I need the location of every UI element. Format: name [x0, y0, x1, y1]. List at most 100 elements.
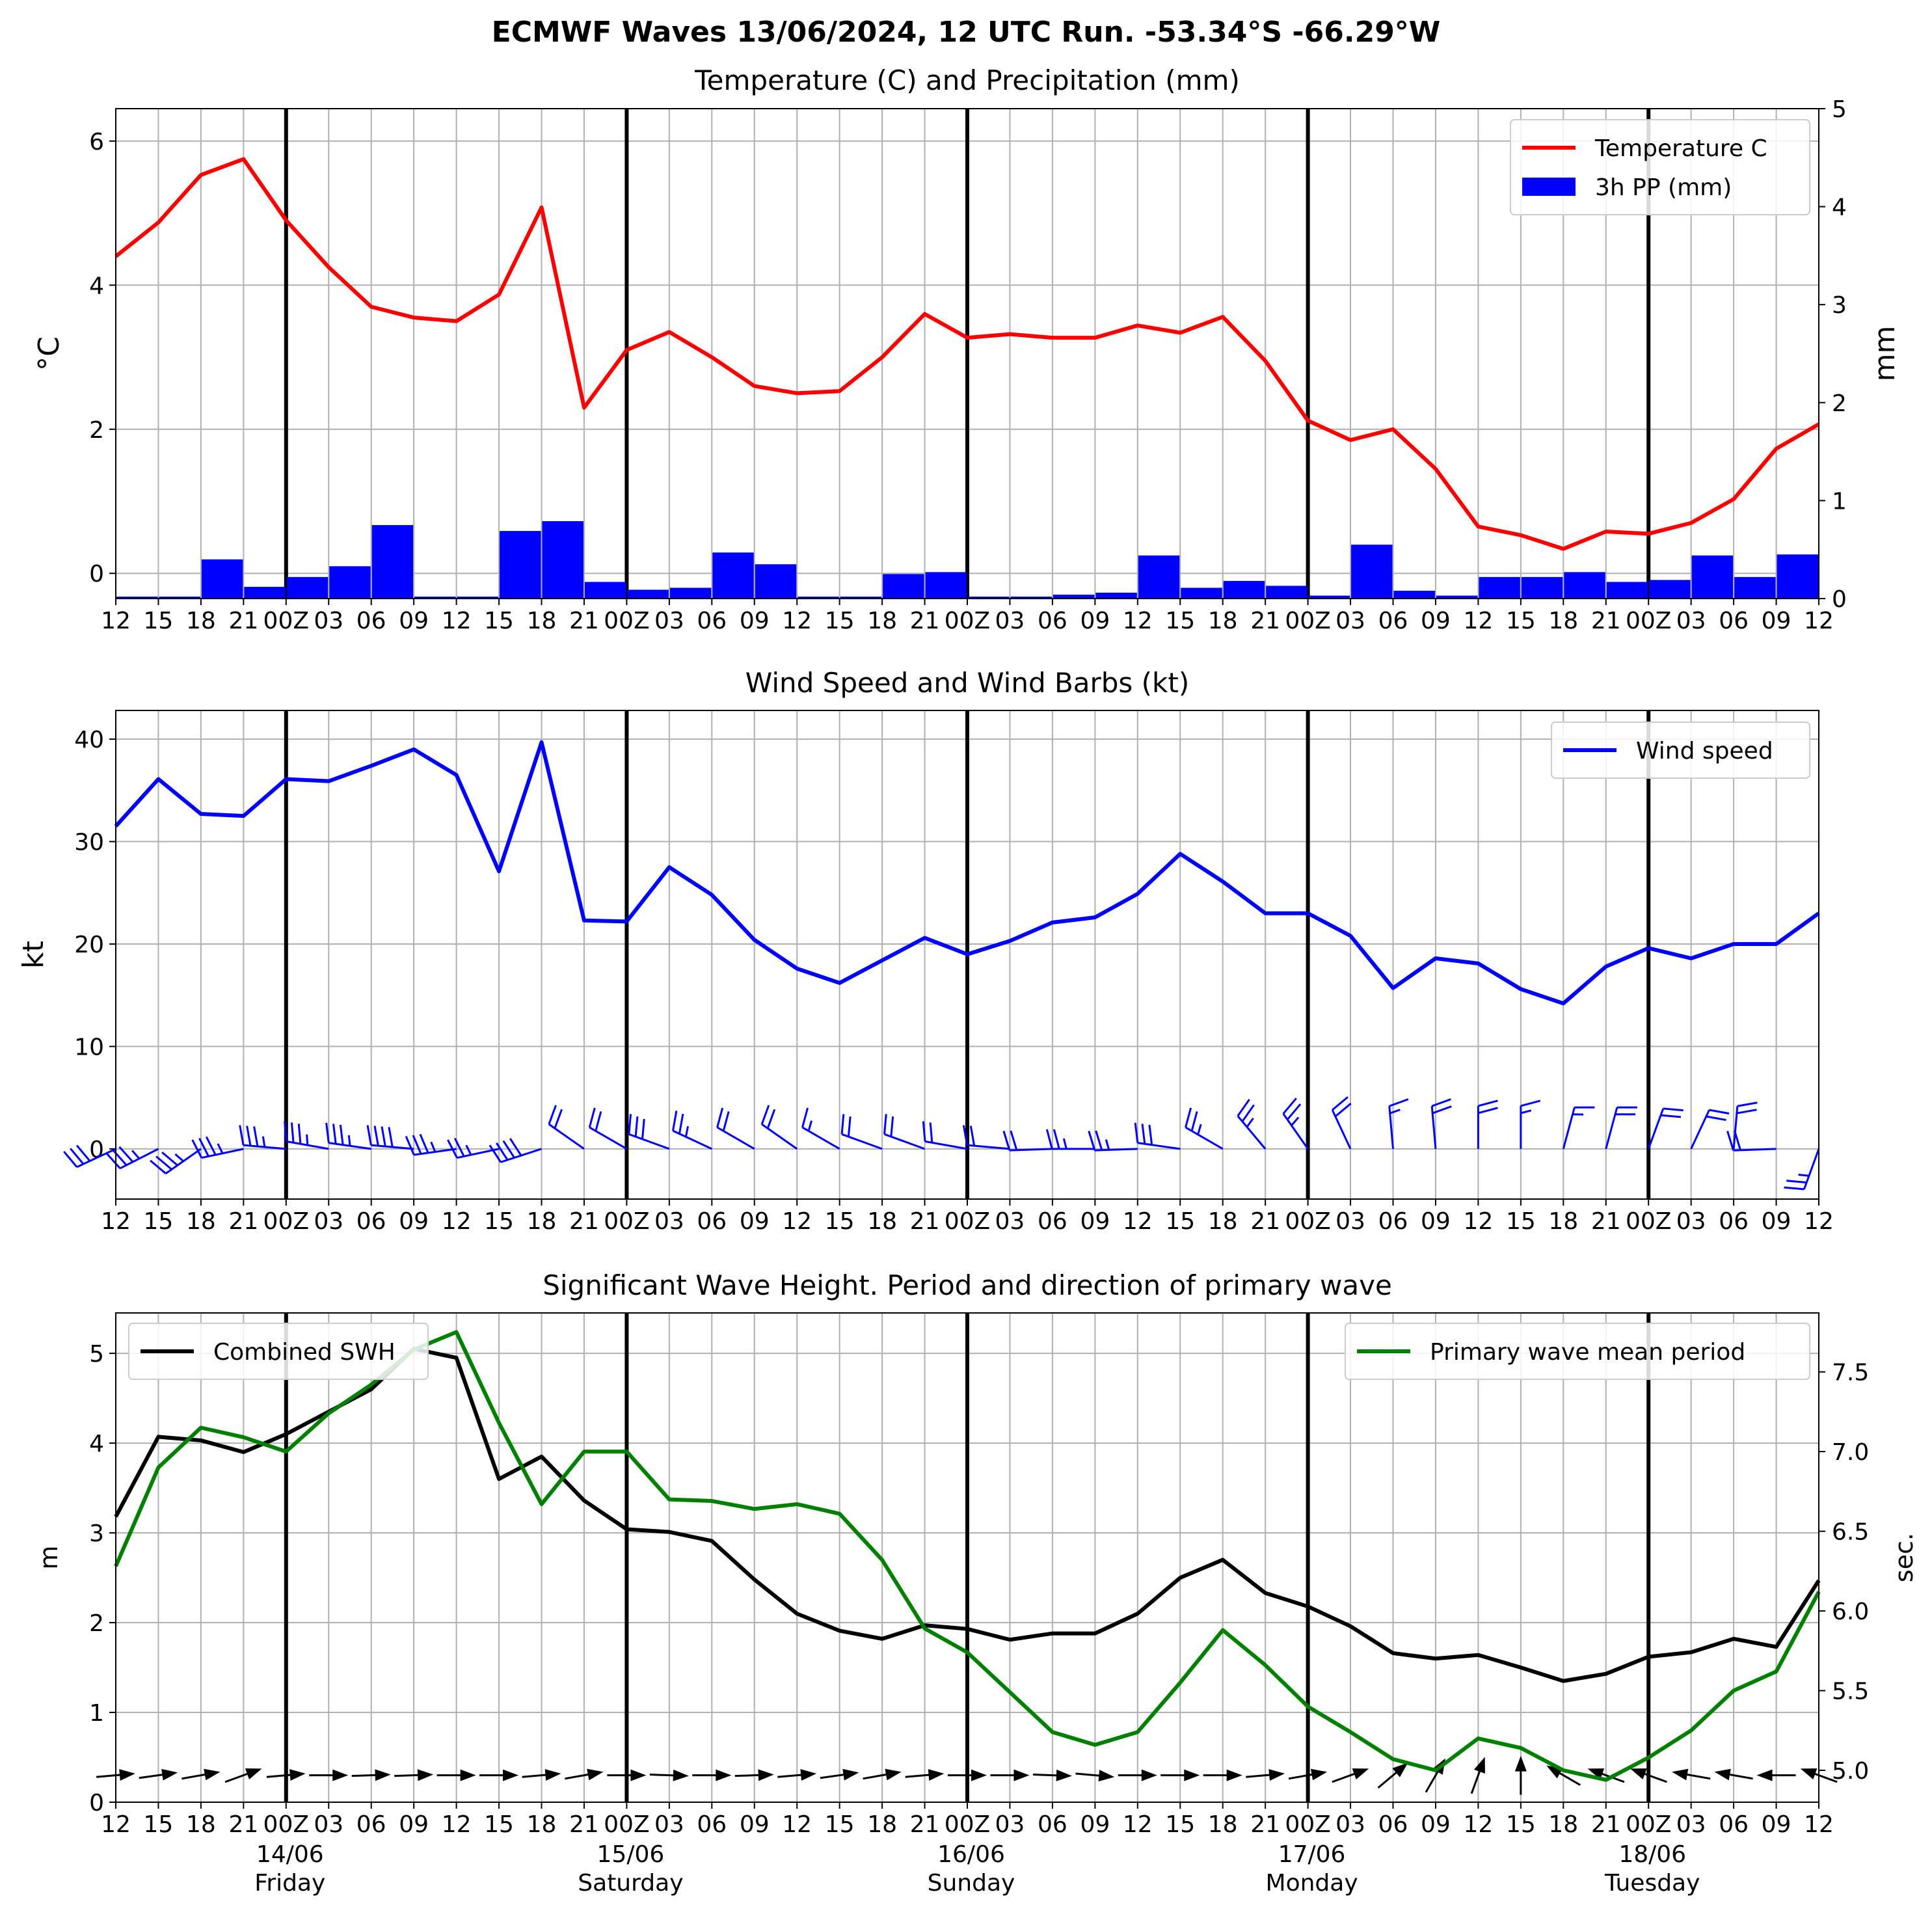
wave-direction-arrow [139, 1768, 178, 1781]
wind-barb-full [722, 1111, 730, 1131]
arrow-head [544, 1769, 561, 1781]
wind-barb-full [373, 1126, 379, 1146]
arrow-head [460, 1769, 476, 1781]
wind-barb [922, 1121, 968, 1150]
wind-barb-full [1237, 1099, 1250, 1117]
x-tick-label: 18 [186, 1811, 216, 1838]
x-tick-label: 18 [527, 1811, 557, 1838]
x-tick-label: 15 [825, 1208, 855, 1235]
x-tick-label: 12 [101, 1811, 131, 1838]
wind-barb-full [1431, 1098, 1451, 1107]
arrow-head [1392, 1763, 1408, 1777]
precip-bar [159, 596, 200, 599]
precip-bar [1521, 576, 1563, 599]
wind-barb-full [1432, 1105, 1452, 1114]
y-tick-label: 0 [89, 1790, 104, 1817]
y-right-tick-label: 7.0 [1832, 1439, 1869, 1466]
wave-direction-arrow [948, 1769, 987, 1781]
wind-barb-full [332, 1124, 337, 1144]
wind-barb [588, 1107, 628, 1150]
arrow-head [1756, 1769, 1773, 1781]
x-tick-label: 12 [782, 608, 812, 634]
x-tick-label: 03 [1676, 608, 1706, 634]
wind-barb-half [684, 1126, 690, 1137]
arrow-head [1630, 1768, 1647, 1780]
y-tick-label: 3 [89, 1520, 104, 1547]
wind-barb-full [1185, 1107, 1192, 1128]
precip-bar [457, 596, 499, 599]
arrow-head [971, 1769, 987, 1781]
day-name-label: Saturday [578, 1870, 683, 1897]
x-tick-label: 12 [101, 1208, 131, 1235]
x-tick-label: 03 [314, 1208, 343, 1235]
wave-direction-arrow [1075, 1770, 1115, 1782]
arrow-head [289, 1769, 306, 1781]
wind-barb-full [1784, 1186, 1805, 1191]
wave-direction-arrow [224, 1768, 262, 1783]
legend-box [1345, 1323, 1810, 1380]
x-tick-label: 18 [867, 1208, 897, 1235]
arrow-head [1184, 1769, 1200, 1781]
wind-barb-half [1520, 1109, 1532, 1114]
wind-barb [883, 1114, 926, 1150]
wind-barb-half [807, 1120, 812, 1131]
wave-direction-arrow [1470, 1757, 1485, 1794]
x-tick-label: 03 [995, 1208, 1025, 1235]
y-right-tick-label: 5.5 [1832, 1679, 1869, 1705]
wind-barb-full [290, 1122, 295, 1143]
x-tick-label: 06 [697, 608, 727, 634]
y-tick-label: 10 [74, 1034, 104, 1060]
wind-barb-full [1736, 1109, 1757, 1114]
y-right-tick-label: 7.5 [1832, 1360, 1869, 1386]
wave-direction-arrow [96, 1769, 135, 1781]
wave-direction-arrow [436, 1769, 476, 1781]
x-tick-label: 00Z [1285, 1811, 1330, 1838]
x-tick-label: 18 [1548, 1811, 1578, 1838]
wind-barb-full [1734, 1130, 1742, 1151]
wave-direction-arrow [990, 1769, 1030, 1781]
wind-barb-full [554, 1109, 563, 1129]
axes-frame [115, 108, 1819, 599]
arrow-shaft [649, 1774, 676, 1777]
wind-barb-full [509, 1138, 522, 1156]
arrow-shaft [863, 1773, 889, 1780]
wind-barb [1726, 1130, 1777, 1152]
x-tick-label: 06 [1378, 1208, 1408, 1235]
x-tick-label: 15 [825, 608, 855, 634]
x-tick-label: 06 [697, 1208, 727, 1235]
x-tick-label: 00Z [945, 1811, 990, 1838]
panel-title: Temperature (C) and Precipitation (mm) [694, 64, 1240, 96]
wind-barb-full [297, 1124, 302, 1144]
arrow-shaft [565, 1773, 591, 1780]
x-tick-label: 09 [399, 1811, 429, 1838]
day-date-label: 18/06 [1618, 1841, 1686, 1868]
x-tick-label: 21 [228, 1811, 258, 1838]
wind-barb-half [430, 1141, 436, 1153]
arrow-head [587, 1768, 604, 1781]
precip-bar [925, 572, 967, 599]
wind-barb-full [239, 1125, 245, 1146]
precip-bar [1053, 594, 1095, 599]
x-tick-label: 12 [101, 608, 131, 634]
legend-label: Wind speed [1636, 738, 1773, 764]
x-tick-label: 21 [1250, 1811, 1280, 1838]
wind-barb-full [588, 1107, 596, 1128]
arrow-head [375, 1769, 391, 1781]
x-tick-label: 15 [1506, 608, 1536, 634]
wave-direction-arrow [1288, 1768, 1328, 1781]
wind-barb-full [1010, 1130, 1018, 1151]
wind-barb-full [419, 1133, 429, 1154]
wind-barb-half [174, 1153, 184, 1162]
wind-barb [489, 1138, 542, 1163]
wind-barb [366, 1125, 414, 1150]
x-tick-label: 12 [782, 1811, 812, 1838]
precip-bar [1138, 555, 1180, 599]
wind-barb-half [1798, 1173, 1810, 1177]
wind-barb [1477, 1100, 1498, 1149]
wind-barb-half [262, 1136, 266, 1148]
day-date-label: 17/06 [1278, 1841, 1346, 1868]
x-tick-label: 18 [1208, 608, 1238, 634]
wind-barb-full [191, 1139, 203, 1159]
x-tick-label: 15 [1165, 1811, 1195, 1838]
y-right-tick-label: 1 [1832, 488, 1847, 515]
